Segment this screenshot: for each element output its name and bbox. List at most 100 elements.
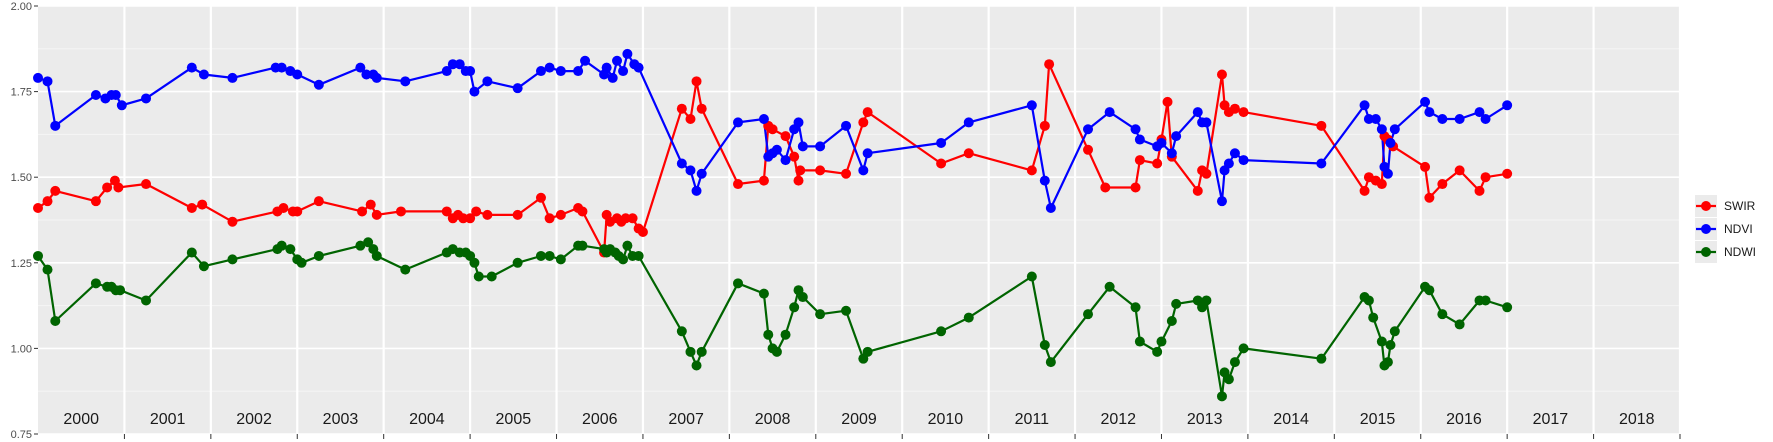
data-point-ndvi [482, 76, 493, 87]
year-label: 2004 [409, 411, 445, 428]
data-point-ndwi [90, 278, 101, 289]
data-point-ndwi [685, 346, 696, 357]
data-point-ndwi [355, 240, 366, 251]
data-point-ndvi [1216, 196, 1227, 207]
data-point-swir [1454, 165, 1465, 176]
data-point-ndwi [535, 250, 546, 261]
data-point-ndwi [618, 254, 629, 265]
data-point-ndwi [198, 261, 209, 272]
data-point-swir [620, 213, 631, 224]
data-point-ndwi [963, 312, 974, 323]
data-point-ndvi [1454, 113, 1465, 124]
data-point-ndvi [936, 137, 947, 148]
data-point-ndwi [1026, 271, 1037, 282]
data-point-ndwi [1104, 281, 1115, 292]
data-point-ndwi [1229, 357, 1240, 368]
data-point-swir [141, 179, 152, 190]
data-point-swir [862, 107, 873, 118]
legend-key-point [1701, 247, 1711, 257]
data-point-ndvi [1385, 137, 1396, 148]
data-point-swir [685, 113, 696, 124]
data-point-swir [512, 209, 523, 220]
data-point-ndvi [862, 148, 873, 159]
data-point-ndvi [355, 62, 366, 73]
data-point-swir [465, 213, 476, 224]
data-point-swir [793, 175, 804, 186]
year-label: 2001 [150, 411, 186, 428]
data-point-ndwi [1385, 339, 1396, 350]
data-point-ndvi [50, 120, 61, 131]
data-point-swir [1192, 185, 1203, 196]
data-point-swir [1474, 185, 1485, 196]
data-point-swir [1316, 120, 1327, 131]
data-point-ndvi [1389, 124, 1400, 135]
data-point-swir [1201, 168, 1212, 179]
data-point-ndvi [555, 66, 566, 77]
data-point-ndwi [400, 264, 411, 275]
legend-label-ndwi: NDWI [1724, 245, 1756, 259]
data-point-swir [1044, 59, 1055, 70]
data-point-swir [278, 203, 289, 214]
data-point-ndvi [633, 62, 644, 73]
data-point-ndwi [676, 326, 687, 337]
data-point-ndvi [622, 48, 633, 59]
data-point-swir [691, 76, 702, 87]
data-point-swir [1134, 155, 1145, 166]
data-point-ndvi [1363, 113, 1374, 124]
data-point-ndvi [1192, 107, 1203, 118]
year-label: 2003 [323, 411, 359, 428]
data-point-ndvi [454, 59, 465, 70]
y-tick-label: 1.50 [11, 172, 32, 184]
data-point-swir [197, 199, 208, 210]
data-point-ndvi [1045, 203, 1056, 214]
data-point-swir [936, 158, 947, 169]
data-point-swir [90, 196, 101, 207]
data-point-ndvi [535, 66, 546, 77]
year-label: 2008 [755, 411, 791, 428]
data-point-ndvi [676, 158, 687, 169]
data-point-ndwi [771, 346, 782, 357]
data-point-ndvi [227, 72, 238, 83]
data-point-ndwi [1134, 336, 1145, 347]
data-point-ndwi [276, 240, 287, 251]
data-point-ndvi [858, 165, 869, 176]
data-point-ndwi [733, 278, 744, 289]
data-point-swir [1376, 179, 1387, 190]
y-tick-label: 1.25 [11, 258, 32, 270]
data-point-swir [1152, 158, 1163, 169]
data-point-ndvi [580, 55, 591, 66]
data-point-swir [371, 209, 382, 220]
data-point-ndvi [141, 93, 152, 104]
data-point-swir [627, 213, 638, 224]
data-point-ndvi [33, 72, 43, 83]
data-point-ndwi [1316, 353, 1327, 364]
year-label: 2006 [582, 411, 618, 428]
data-point-ndwi [1368, 312, 1379, 323]
data-point-ndwi [1363, 295, 1374, 306]
data-point-ndvi [771, 144, 782, 155]
data-point-ndwi [862, 346, 873, 357]
data-point-ndwi [1480, 295, 1491, 306]
data-point-ndwi [1039, 339, 1050, 350]
data-point-swir [313, 196, 324, 207]
data-point-ndwi [1502, 302, 1513, 313]
data-point-ndvi [1039, 175, 1050, 186]
data-point-swir [1216, 69, 1227, 80]
data-point-ndvi [1370, 113, 1381, 124]
data-point-ndvi [186, 62, 197, 73]
data-point-ndvi [1166, 148, 1177, 159]
data-point-swir [1130, 182, 1141, 193]
data-point-ndvi [198, 69, 209, 80]
data-point-ndvi [780, 155, 791, 166]
data-point-ndvi [1359, 100, 1370, 111]
data-point-ndwi [1424, 285, 1435, 296]
series-line-ndwi [37, 241, 1508, 398]
data-point-ndvi [1026, 100, 1037, 111]
data-point-ndvi [612, 55, 623, 66]
data-point-ndvi [793, 117, 804, 128]
year-label: 2007 [668, 411, 704, 428]
data-point-ndvi [1171, 131, 1182, 142]
data-point-swir [815, 165, 826, 176]
data-point-swir [365, 199, 376, 210]
data-point-ndvi [815, 141, 826, 152]
